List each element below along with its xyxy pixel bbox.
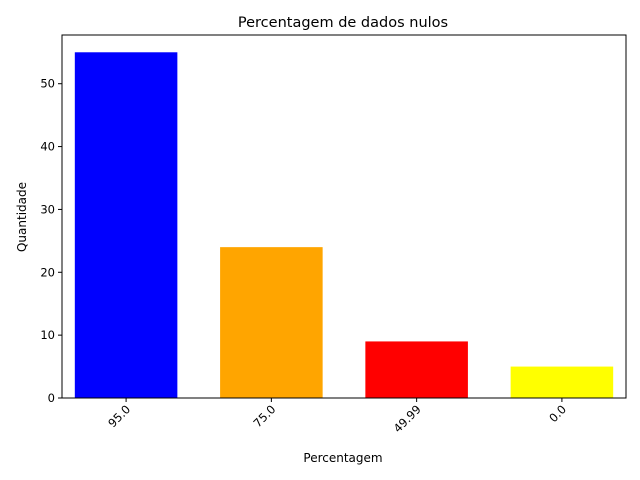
x-tick-label: 95.0 [105, 402, 133, 430]
axes-frame [61, 34, 627, 399]
y-tick-label: 30 [40, 202, 55, 216]
bar-75.0 [220, 247, 323, 398]
y-tick-label: 50 [40, 77, 55, 91]
y-tick-label: 40 [40, 140, 55, 154]
y-axis-label: Quantidade [15, 182, 29, 252]
bar-49.99 [365, 341, 468, 398]
plot-area: 0 10 20 30 40 50 95.0 75.0 49.99 0.0 [40, 34, 627, 435]
bar-95.0 [74, 52, 178, 399]
x-tick-label: 49.99 [391, 402, 424, 435]
y-tick-label: 20 [40, 265, 55, 279]
x-axis-label: Percentagem [303, 451, 382, 465]
x-tick-label: 75.0 [250, 402, 278, 430]
y-tick-label: 0 [48, 391, 55, 405]
chart-title: Percentagem de dados nulos [238, 15, 448, 31]
x-tick-label: 0.0 [546, 402, 569, 425]
y-tick-label: 10 [40, 328, 55, 342]
bar-0.0 [510, 366, 614, 398]
